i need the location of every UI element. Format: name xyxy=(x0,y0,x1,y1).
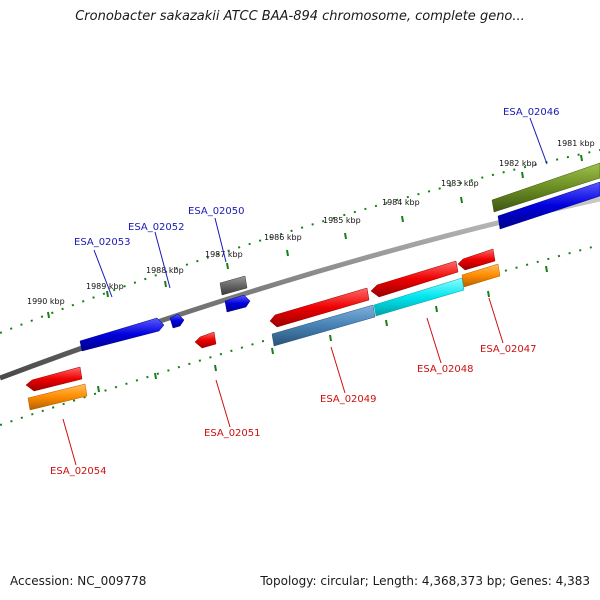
gene-label[interactable]: ESA_02048 xyxy=(417,364,474,375)
accession-text: Accession: NC_009778 xyxy=(10,574,147,588)
gene-feature-esa-02050[interactable] xyxy=(224,294,251,313)
gene-label[interactable]: ESA_02053 xyxy=(74,237,131,248)
scale-label: 1985 kbp xyxy=(323,216,361,225)
gene-feature-gray[interactable] xyxy=(219,275,248,296)
gene-feature-esa-02054-orange[interactable] xyxy=(27,383,88,411)
scale-label: 1983 kbp xyxy=(441,179,479,188)
page-title: Cronobacter sakazakii ATCC BAA-894 chrom… xyxy=(75,9,525,24)
gene-labels: ESA_02046 ESA_02047 ESA_02048 ESA_02049 … xyxy=(50,107,560,477)
scale-label: 1989 kbp xyxy=(86,282,124,291)
gene-feature-esa-02051[interactable] xyxy=(194,331,217,349)
scale-label: 1981 kbp xyxy=(557,139,595,148)
gene-feature-esa-02052[interactable] xyxy=(169,313,185,329)
gene-feature-esa-02047-orange[interactable] xyxy=(461,263,501,288)
topology-summary: Topology: circular; Length: 4,368,373 bp… xyxy=(260,574,590,588)
scale-label: 1984 kbp xyxy=(382,198,420,207)
gene-label[interactable]: ESA_02054 xyxy=(50,466,107,477)
gene-label[interactable]: ESA_02051 xyxy=(204,428,261,439)
gene-label[interactable]: ESA_02047 xyxy=(480,344,537,355)
reverse-features xyxy=(25,248,501,411)
forward-features xyxy=(79,162,600,352)
gene-feature-esa-02049-steel[interactable] xyxy=(271,304,376,347)
gene-feature-esa-02049[interactable] xyxy=(269,287,370,328)
outer-major-ticks xyxy=(47,154,583,319)
gene-feature-esa-02046[interactable] xyxy=(497,181,600,230)
gene-feature-esa-02054[interactable] xyxy=(25,366,83,392)
gene-label[interactable]: ESA_02046 xyxy=(503,107,560,118)
gene-feature-olive[interactable] xyxy=(491,162,600,213)
inner-tick-track xyxy=(0,244,600,426)
gene-feature-esa-02047[interactable] xyxy=(457,248,496,271)
gene-feature-esa-02053[interactable] xyxy=(79,317,165,352)
scale-label: 1990 kbp xyxy=(27,297,65,306)
gene-label[interactable]: ESA_02049 xyxy=(320,394,377,405)
scale-label: 1986 kbp xyxy=(264,233,302,242)
callout-lines xyxy=(62,117,548,466)
scale-label: 1982 kbp xyxy=(499,159,537,168)
gene-label[interactable]: ESA_02052 xyxy=(128,222,185,233)
gene-feature-esa-02048[interactable] xyxy=(370,260,459,298)
gene-feature-esa-02048-cyan[interactable] xyxy=(373,277,465,317)
gene-label[interactable]: ESA_02050 xyxy=(188,206,245,217)
